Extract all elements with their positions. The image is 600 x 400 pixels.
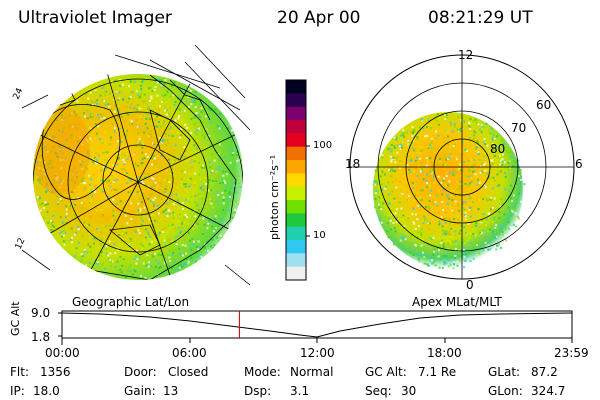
glon-value: 324.7 — [531, 384, 566, 398]
colorbar-tick-100: 100 — [313, 140, 333, 151]
colorbar-segment — [286, 213, 306, 228]
gain-label: Gain: — [124, 384, 156, 398]
colorbar-segment — [286, 240, 306, 254]
mlt-label-6: 6 — [575, 157, 583, 171]
date-label: 20 Apr 00 — [277, 8, 361, 28]
mode-label: Mode: — [244, 365, 281, 379]
gain-value: 13 — [163, 384, 179, 398]
mlat-label-70: 70 — [511, 121, 527, 135]
door-label: Door: — [124, 365, 157, 379]
time-tick-2359: 23:59 — [554, 346, 589, 360]
altitude-ytick-top: 9.0 — [31, 306, 51, 320]
time-tick-0000: 00:00 — [45, 346, 80, 360]
glat-label: GLat: — [488, 365, 521, 379]
mlt-label-0: 0 — [466, 278, 474, 292]
flt-value: 1356 — [40, 365, 71, 379]
flt-label: Flt: — [10, 365, 29, 379]
geographic-caption: Geographic Lat/Lon — [72, 295, 190, 309]
mlat-label-80: 80 — [490, 142, 506, 156]
colorbar-segment — [286, 93, 306, 108]
colorbar-segment — [286, 173, 306, 188]
time-tick-0600: 06:00 — [172, 346, 207, 360]
altitude-plot — [58, 310, 573, 345]
ip-value: 18.0 — [33, 384, 60, 398]
dsp-value: 3.1 — [290, 384, 310, 398]
colorbar-unit-label: photon cm⁻²s⁻¹ — [268, 154, 281, 240]
colorbar-tick-10: 10 — [313, 230, 326, 241]
mlt-label-12: 12 — [458, 48, 474, 62]
time-label: 08:21:29 UT — [428, 8, 533, 28]
colorbar — [286, 80, 306, 281]
colorbar-segment — [286, 120, 306, 134]
altitude-ylabel: GC Alt — [9, 301, 22, 336]
glon-label: GLon: — [488, 384, 523, 398]
glat-value: 87.2 — [531, 365, 558, 379]
colorbar-segment — [286, 253, 306, 268]
colorbar-segment — [286, 146, 306, 161]
time-tick-1200: 12:00 — [300, 346, 335, 360]
ip-label: IP: — [10, 384, 25, 398]
dsp-label: Dsp: — [244, 384, 272, 398]
mlat-mlt-dial — [349, 54, 575, 280]
instrument-title: Ultraviolet Imager — [18, 8, 172, 28]
gc-alt-label: GC Alt: — [365, 365, 407, 379]
gc-alt-value: 7.1 Re — [418, 365, 457, 379]
colorbar-segment — [286, 80, 306, 94]
colorbar-segment — [286, 106, 306, 121]
colorbar-segment — [286, 266, 306, 281]
seq-value: 30 — [401, 384, 417, 398]
mode-value: Normal — [290, 365, 334, 379]
apex-caption: Apex MLat/MLT — [412, 295, 502, 309]
colorbar-segment — [286, 226, 306, 241]
altitude-ytick-bottom: 1.8 — [31, 330, 51, 344]
geographic-map — [33, 70, 243, 280]
altitude-curve — [61, 312, 573, 338]
seq-label: Seq: — [365, 384, 392, 398]
door-value: Closed — [168, 365, 209, 379]
colorbar-segment — [286, 133, 306, 148]
colorbar-segment — [286, 200, 306, 214]
colorbar-segment — [286, 186, 306, 201]
time-tick-1800: 18:00 — [427, 346, 462, 360]
frame-mark-24: 24 — [12, 86, 26, 101]
colorbar-segment — [286, 160, 306, 174]
frame-mark-12: 12 — [14, 237, 28, 252]
mlt-label-18: 18 — [345, 157, 361, 171]
mlat-label-60: 60 — [536, 98, 552, 112]
